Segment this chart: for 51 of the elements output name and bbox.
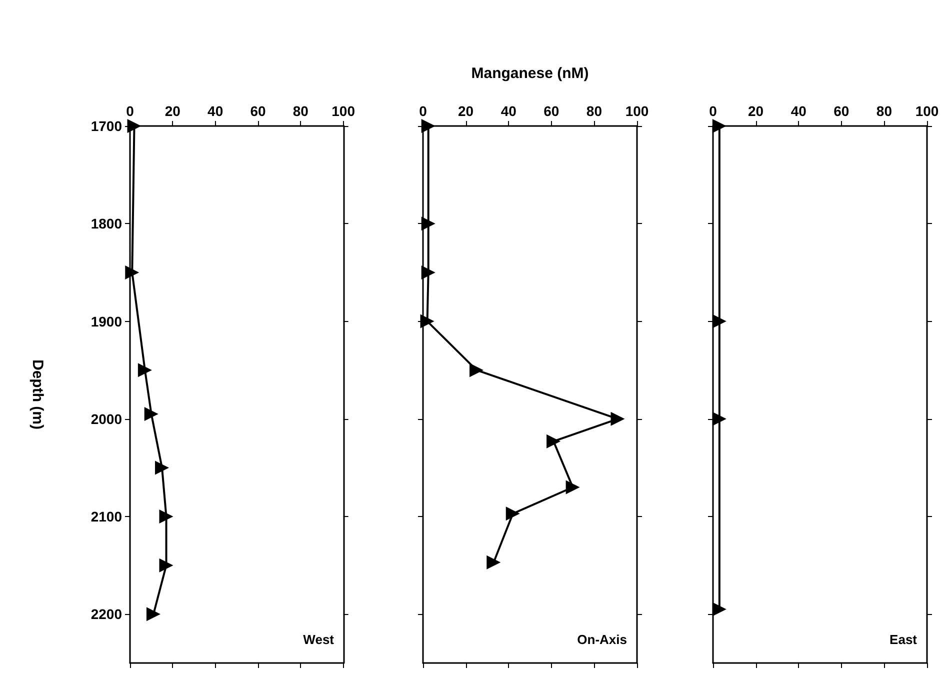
y-tick-label: 2100 [90, 508, 122, 525]
x-tick-label: 80 [876, 103, 892, 119]
point [420, 314, 434, 328]
x-tick-label: 60 [834, 103, 850, 119]
y-tick-label: 1800 [90, 216, 122, 232]
point [506, 506, 520, 521]
point [712, 602, 726, 616]
point [610, 412, 625, 426]
x-tick-label: 100 [625, 103, 649, 119]
point [566, 480, 580, 494]
y-tick-label: 2200 [90, 606, 122, 622]
y-axis-title: Depth (m) [29, 360, 46, 430]
point [546, 434, 561, 448]
x-tick-label: 40 [500, 103, 517, 119]
point [712, 314, 726, 328]
point [146, 607, 160, 622]
x-tick-label: 0 [709, 103, 718, 119]
x-tick-label: 20 [458, 103, 474, 119]
x-tick-label: 60 [250, 103, 266, 119]
point [125, 265, 140, 280]
x-tick-label: 40 [790, 103, 807, 119]
point [144, 407, 158, 422]
x-tick-label: 60 [544, 103, 560, 119]
x-tick-label: 40 [208, 103, 224, 119]
point [159, 558, 174, 572]
point [470, 363, 484, 378]
y-tick-label: 2000 [90, 410, 122, 427]
x-tick-label: 0 [126, 103, 134, 119]
point [127, 119, 142, 133]
x-tick-label: 80 [292, 103, 309, 119]
point [712, 412, 726, 426]
x-tick-label: 20 [164, 103, 181, 119]
point [159, 510, 174, 524]
point [421, 216, 436, 231]
point [155, 460, 169, 475]
annotation: East [890, 632, 918, 647]
annotation: West [303, 632, 335, 647]
point [138, 363, 152, 378]
x-tick-label: 100 [332, 103, 356, 119]
point [486, 555, 501, 570]
annotation: On-Axis [577, 632, 627, 647]
x-tick-label: 100 [915, 103, 939, 119]
y-tick-label: 1700 [90, 118, 122, 134]
x-axis-title: Manganese (nM) [471, 65, 589, 82]
point [421, 119, 436, 133]
y-tick-label: 1900 [90, 313, 122, 330]
x-tick-label: 80 [586, 103, 602, 119]
x-tick-label: 0 [419, 103, 428, 119]
point [421, 265, 436, 280]
point [712, 119, 726, 133]
x-tick-label: 20 [748, 103, 764, 119]
